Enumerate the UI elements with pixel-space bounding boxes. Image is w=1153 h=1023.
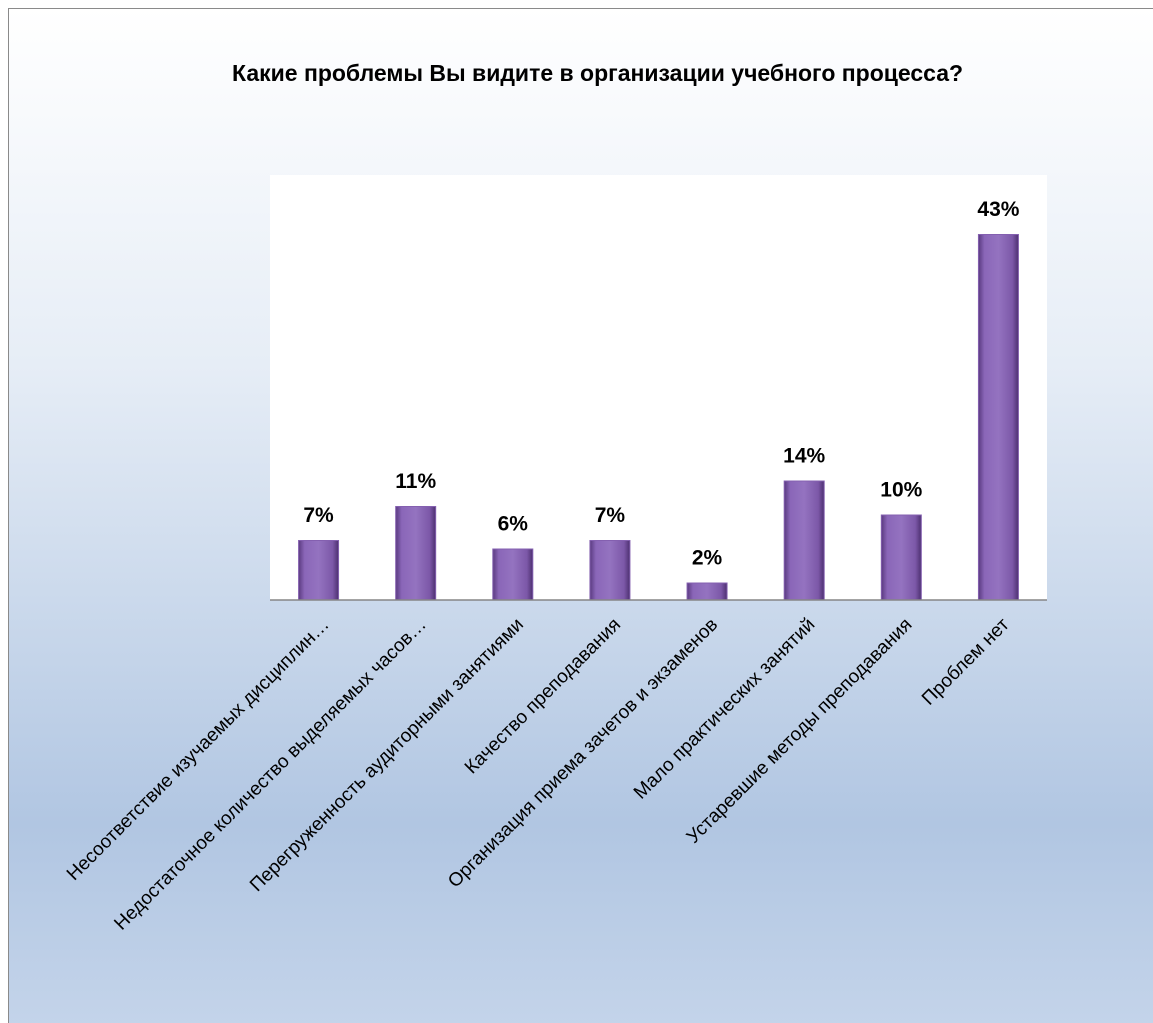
bar xyxy=(589,540,631,601)
bar xyxy=(395,506,437,601)
chart-title: Какие проблемы Вы видите в организации у… xyxy=(232,60,963,86)
data-label: 10% xyxy=(880,479,922,502)
bar xyxy=(686,582,728,601)
data-label: 43% xyxy=(977,198,1019,221)
bar xyxy=(880,514,922,601)
data-label: 11% xyxy=(395,470,436,493)
bar xyxy=(492,548,534,601)
data-label: 2% xyxy=(692,547,723,570)
bar xyxy=(298,540,340,601)
data-label: 14% xyxy=(783,445,825,468)
data-label: 7% xyxy=(303,504,334,527)
bar xyxy=(977,234,1019,601)
data-label: 6% xyxy=(498,513,529,536)
data-label: 7% xyxy=(595,504,626,527)
bar xyxy=(783,480,825,601)
plot-area xyxy=(270,175,1047,600)
